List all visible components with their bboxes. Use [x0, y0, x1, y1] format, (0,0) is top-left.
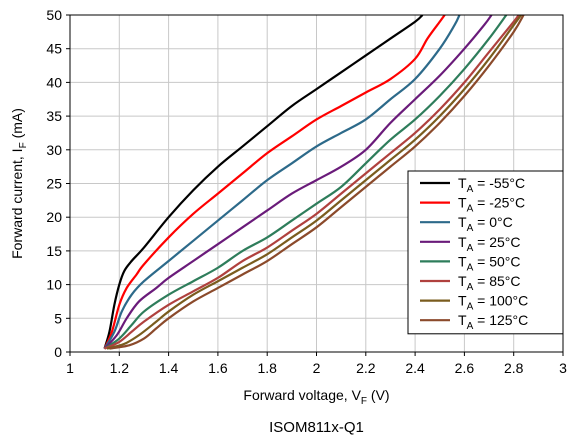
x-axis: 1 1.2 1.4 1.6 1.8 2 2.2 2.4 2.6 2.8 3 [66, 352, 567, 376]
legend-label-1: TA = -25°C [458, 195, 525, 215]
x-tick-label: 2.2 [356, 360, 376, 376]
series-lines [103, 15, 525, 350]
legend-label-2: TA = 0°C [458, 214, 513, 234]
legend-label-7: TA = 125°C [458, 312, 528, 332]
legend: TA = -55°CTA = -25°CTA = 0°CTA = 25°CTA … [407, 170, 564, 335]
y-tick-label: 10 [46, 277, 62, 293]
series-line-5 [104, 15, 520, 350]
series-line-0 [103, 15, 424, 349]
x-tick-label: 1.2 [110, 360, 130, 376]
x-tick-label: 1.4 [159, 360, 179, 376]
legend-label-5: TA = 85°C [458, 273, 520, 293]
series-line-2 [103, 15, 461, 350]
x-tick-label: 2.6 [455, 360, 475, 376]
legend-label-4: TA = 50°C [458, 253, 520, 273]
x-tick-label: 1.8 [257, 360, 277, 376]
series-line-7 [109, 15, 525, 350]
y-tick-label: 35 [46, 108, 62, 124]
y-tick-label: 50 [46, 7, 62, 23]
y-tick-label: 15 [46, 243, 62, 259]
x-tick-label: 2.4 [405, 360, 425, 376]
series-line-1 [103, 15, 446, 350]
x-axis-title: Forward voltage, VF (V) [243, 387, 389, 407]
x-tick-label: 3 [559, 360, 567, 376]
y-tick-label: 25 [46, 176, 62, 192]
y-tick-label: 45 [46, 41, 62, 57]
legend-label-3: TA = 25°C [458, 234, 520, 254]
legend-label-0: TA = -55°C [458, 175, 525, 195]
y-tick-label: 5 [54, 310, 62, 326]
x-tick-label: 1 [66, 360, 74, 376]
x-tick-label: 2.8 [504, 360, 524, 376]
x-tick-label: 2 [313, 360, 321, 376]
legend-label-6: TA = 100°C [458, 293, 528, 313]
series-line-3 [103, 15, 493, 350]
legend-box [407, 170, 564, 335]
series-line-4 [103, 15, 508, 350]
y-tick-label: 20 [46, 209, 62, 225]
chart-caption: ISOM811x-Q1 [269, 419, 364, 436]
y-tick-label: 40 [46, 74, 62, 90]
x-tick-label: 1.6 [208, 360, 228, 376]
y-axis: 0 5 10 15 20 25 30 35 40 45 50 [46, 7, 70, 360]
series-line-6 [106, 15, 522, 350]
y-tick-label: 0 [54, 344, 62, 360]
y-axis-title: Forward current, IF (mA) [9, 108, 29, 259]
y-tick-label: 30 [46, 142, 62, 158]
